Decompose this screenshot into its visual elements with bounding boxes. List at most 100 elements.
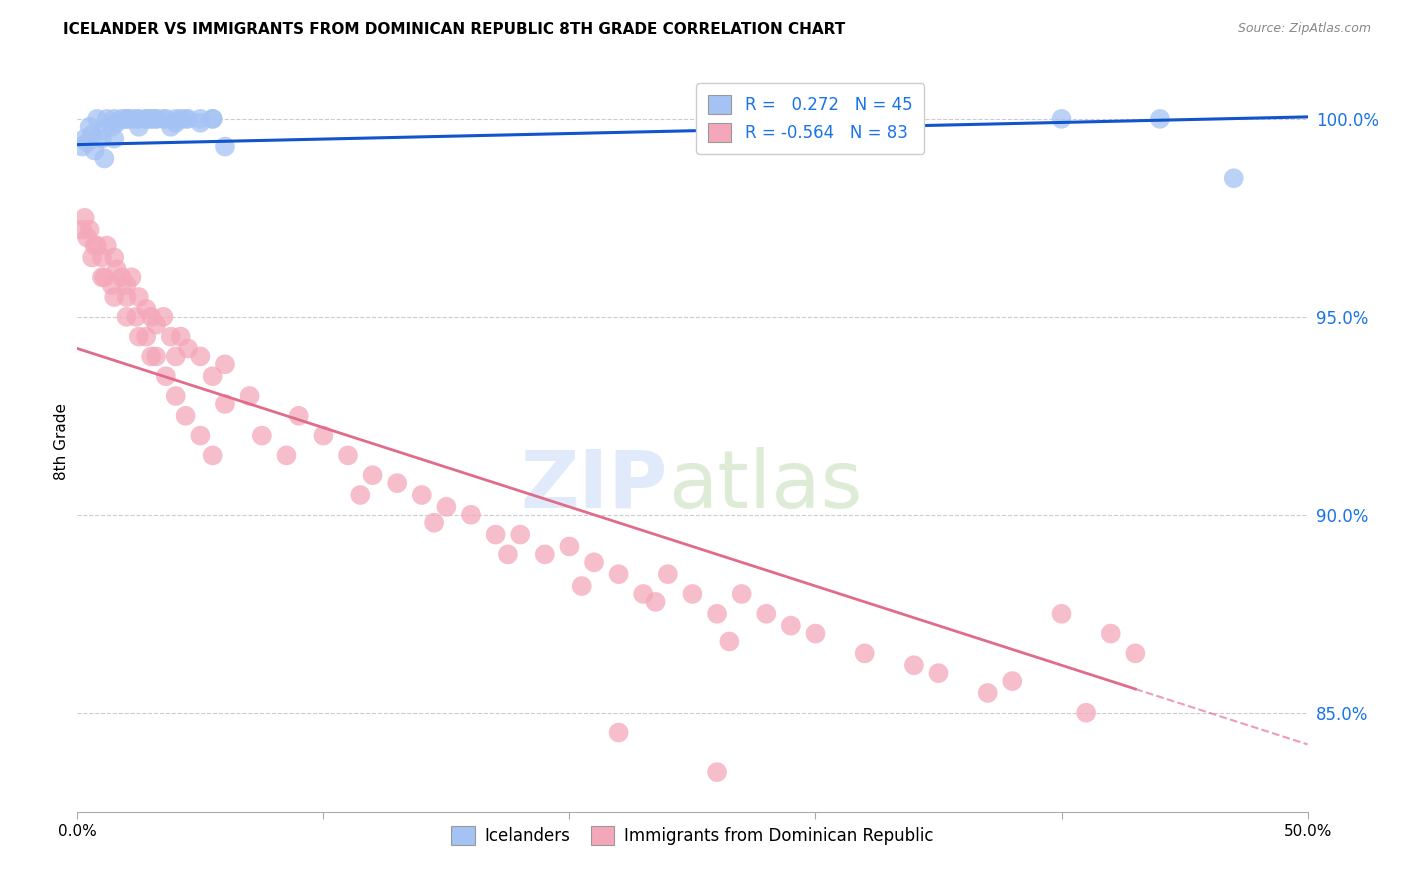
Point [170,329,193,343]
Point [105,116,128,130]
Point [706,765,728,780]
Point [141,350,163,364]
Text: Source: ZipAtlas.com: Source: ZipAtlas.com [1237,22,1371,36]
Point [115,112,138,126]
Point [558,540,581,554]
Point [145,112,167,126]
Point [135,112,157,126]
Point [804,626,827,640]
Point [152,310,174,324]
Point [644,595,666,609]
Point [460,508,482,522]
Point [165,112,187,126]
Point [121,112,143,126]
Point [349,488,371,502]
Point [125,310,148,324]
Point [1001,674,1024,689]
Point [103,131,125,145]
Point [509,527,531,541]
Point [76,136,98,150]
Text: ICELANDER VS IMMIGRANTS FROM DOMINICAN REPUBLIC 8TH GRADE CORRELATION CHART: ICELANDER VS IMMIGRANTS FROM DOMINICAN R… [63,22,845,37]
Point [201,449,224,463]
Point [101,120,124,134]
Point [79,120,101,134]
Point [583,555,606,569]
Point [111,112,132,126]
Point [73,131,96,145]
Point [706,607,728,621]
Legend: Icelanders, Immigrants from Dominican Republic: Icelanders, Immigrants from Dominican Re… [444,819,941,852]
Point [977,686,1000,700]
Point [1050,112,1073,126]
Point [86,112,108,126]
Point [155,369,177,384]
Point [607,567,630,582]
Point [755,607,778,621]
Point [853,646,876,660]
Text: ZIP: ZIP [520,447,668,525]
Point [1149,112,1171,126]
Point [718,634,741,648]
Point [250,428,273,442]
Point [93,152,115,166]
Point [496,547,519,561]
Point [165,350,187,364]
Point [155,112,177,126]
Point [903,658,925,673]
Point [633,587,655,601]
Y-axis label: 8th Grade: 8th Grade [53,403,69,480]
Point [160,120,183,134]
Point [90,270,114,285]
Point [1223,171,1246,186]
Point [177,342,200,356]
Point [607,725,630,739]
Text: 50.0%: 50.0% [1284,823,1331,838]
Point [165,116,187,130]
Point [90,124,114,138]
Point [83,144,105,158]
Point [337,449,360,463]
Point [103,112,125,126]
Point [128,112,150,126]
Point [188,350,212,364]
Point [780,618,803,632]
Point [188,428,212,442]
Point [485,527,508,541]
Point [1099,626,1122,640]
Point [239,389,262,403]
Point [115,290,138,304]
Point [86,238,108,252]
Point [411,488,433,502]
Point [90,251,114,265]
Point [135,329,157,343]
Point [121,270,143,285]
Point [105,262,128,277]
Point [82,128,104,142]
Point [141,112,163,126]
Point [201,112,224,126]
Point [201,369,224,384]
Point [276,449,298,463]
Point [82,251,104,265]
Point [174,112,197,126]
Point [361,468,384,483]
Point [145,112,167,126]
Point [128,329,150,343]
Point [385,476,409,491]
Point [125,112,148,126]
Point [571,579,593,593]
Point [436,500,458,514]
Point [214,139,236,153]
Point [83,238,105,252]
Point [76,230,98,244]
Text: atlas: atlas [668,447,862,525]
Point [115,310,138,324]
Point [288,409,311,423]
Point [1076,706,1098,720]
Point [682,587,704,601]
Point [423,516,446,530]
Point [145,318,167,332]
Point [165,389,187,403]
Point [115,112,138,126]
Point [103,290,125,304]
